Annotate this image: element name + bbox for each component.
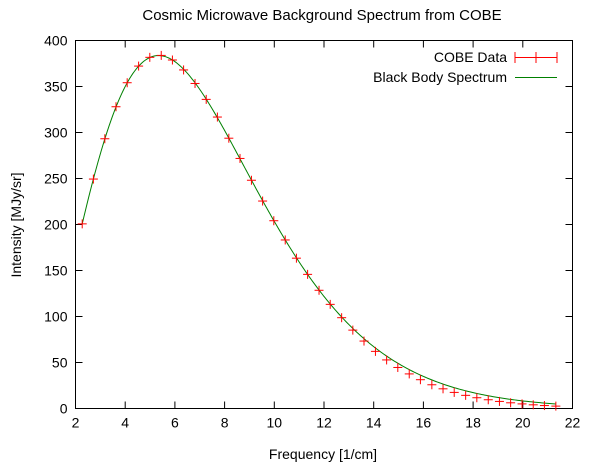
legend-label-black-body: Black Body Spectrum xyxy=(373,69,507,85)
x-tick-label: 12 xyxy=(316,415,332,431)
cobe-data-point xyxy=(201,94,211,104)
cobe-data-point xyxy=(449,387,459,397)
cobe-data-point xyxy=(224,133,234,143)
y-tick-label: 250 xyxy=(44,171,68,187)
x-tick-label: 20 xyxy=(515,415,531,431)
cobe-data-point xyxy=(382,355,392,365)
legend-swatch-cobe-data xyxy=(514,52,558,63)
cobe-data-point xyxy=(134,61,144,71)
cobe-data-point xyxy=(77,219,87,229)
cobe-data-point xyxy=(190,78,200,88)
cobe-data-point xyxy=(472,393,482,403)
cobe-data-point xyxy=(404,369,414,379)
cobe-data-point xyxy=(461,390,471,400)
cobe-data-point xyxy=(494,396,504,406)
cobe-data-point xyxy=(427,380,437,390)
x-tick-label: 8 xyxy=(221,415,229,431)
x-tick-label: 18 xyxy=(465,415,481,431)
cobe-data-point xyxy=(280,235,290,245)
cobe-data-point xyxy=(212,112,222,122)
cobe-data-point xyxy=(179,65,189,75)
y-tick-label: 400 xyxy=(44,33,68,49)
cobe-data-point xyxy=(167,55,177,65)
cobe-data-point xyxy=(325,299,335,309)
cobe-data-point xyxy=(246,175,256,185)
cobe-data-point xyxy=(156,50,166,60)
plot-frame xyxy=(75,40,573,409)
x-tick-label: 14 xyxy=(366,415,382,431)
cobe-data-point xyxy=(258,196,268,206)
y-tick-label: 300 xyxy=(44,125,68,141)
curve-layer xyxy=(81,55,556,405)
legend: COBE Data Black Body Spectrum xyxy=(373,49,558,85)
y-tick-label: 350 xyxy=(44,79,68,95)
cobe-data-point xyxy=(393,362,403,372)
cobe-data-point xyxy=(122,78,132,88)
legend-label-cobe-data: COBE Data xyxy=(434,49,507,65)
cobe-data-point xyxy=(88,174,98,184)
y-tick-label: 100 xyxy=(44,309,68,325)
x-tick-label: 2 xyxy=(72,415,80,431)
x-tick-label: 4 xyxy=(121,415,129,431)
x-tick-label: 6 xyxy=(171,415,179,431)
cobe-data-point xyxy=(303,269,313,279)
cobe-data-point xyxy=(337,313,347,323)
cobe-data-point xyxy=(269,216,279,226)
cobe-data-point xyxy=(517,399,527,409)
x-axis-label: Frequency [1/cm] xyxy=(269,446,377,462)
cobe-data-point xyxy=(539,401,549,411)
cobe-data-point xyxy=(235,153,245,163)
y-tick-label: 0 xyxy=(60,401,68,417)
cobe-data-point xyxy=(145,52,155,62)
cobe-data-point xyxy=(314,285,324,295)
cobe-data-point xyxy=(528,400,538,410)
black-body-curve xyxy=(81,55,556,405)
cobe-data-point xyxy=(100,134,110,144)
y-tick-label: 150 xyxy=(44,263,68,279)
cobe-data-point xyxy=(348,325,358,335)
cobe-data-point xyxy=(111,102,121,112)
cobe-data-point xyxy=(438,384,448,394)
points-layer xyxy=(77,50,561,411)
cobe-data-point xyxy=(483,395,493,405)
y-tick-label: 200 xyxy=(44,217,68,233)
cobe-data-point xyxy=(359,336,369,346)
chart-title: Cosmic Microwave Background Spectrum fro… xyxy=(142,7,501,24)
cobe-data-point xyxy=(370,346,380,356)
x-tick-label: 16 xyxy=(416,415,432,431)
x-tick-label: 10 xyxy=(267,415,283,431)
cobe-data-point xyxy=(506,398,516,408)
y-axis-label: Intensity [MJy/sr] xyxy=(8,172,24,277)
cobe-data-point xyxy=(415,375,425,385)
y-tick-label: 50 xyxy=(52,355,68,371)
cobe-data-point xyxy=(291,253,301,263)
axis-ticks: 2 4 6 8 10 12 14 16 18 20 22 0 50 100 150 200 250 300 350 4… xyxy=(44,33,580,431)
cobe-data-point xyxy=(551,401,561,411)
x-tick-label: 22 xyxy=(565,415,581,431)
